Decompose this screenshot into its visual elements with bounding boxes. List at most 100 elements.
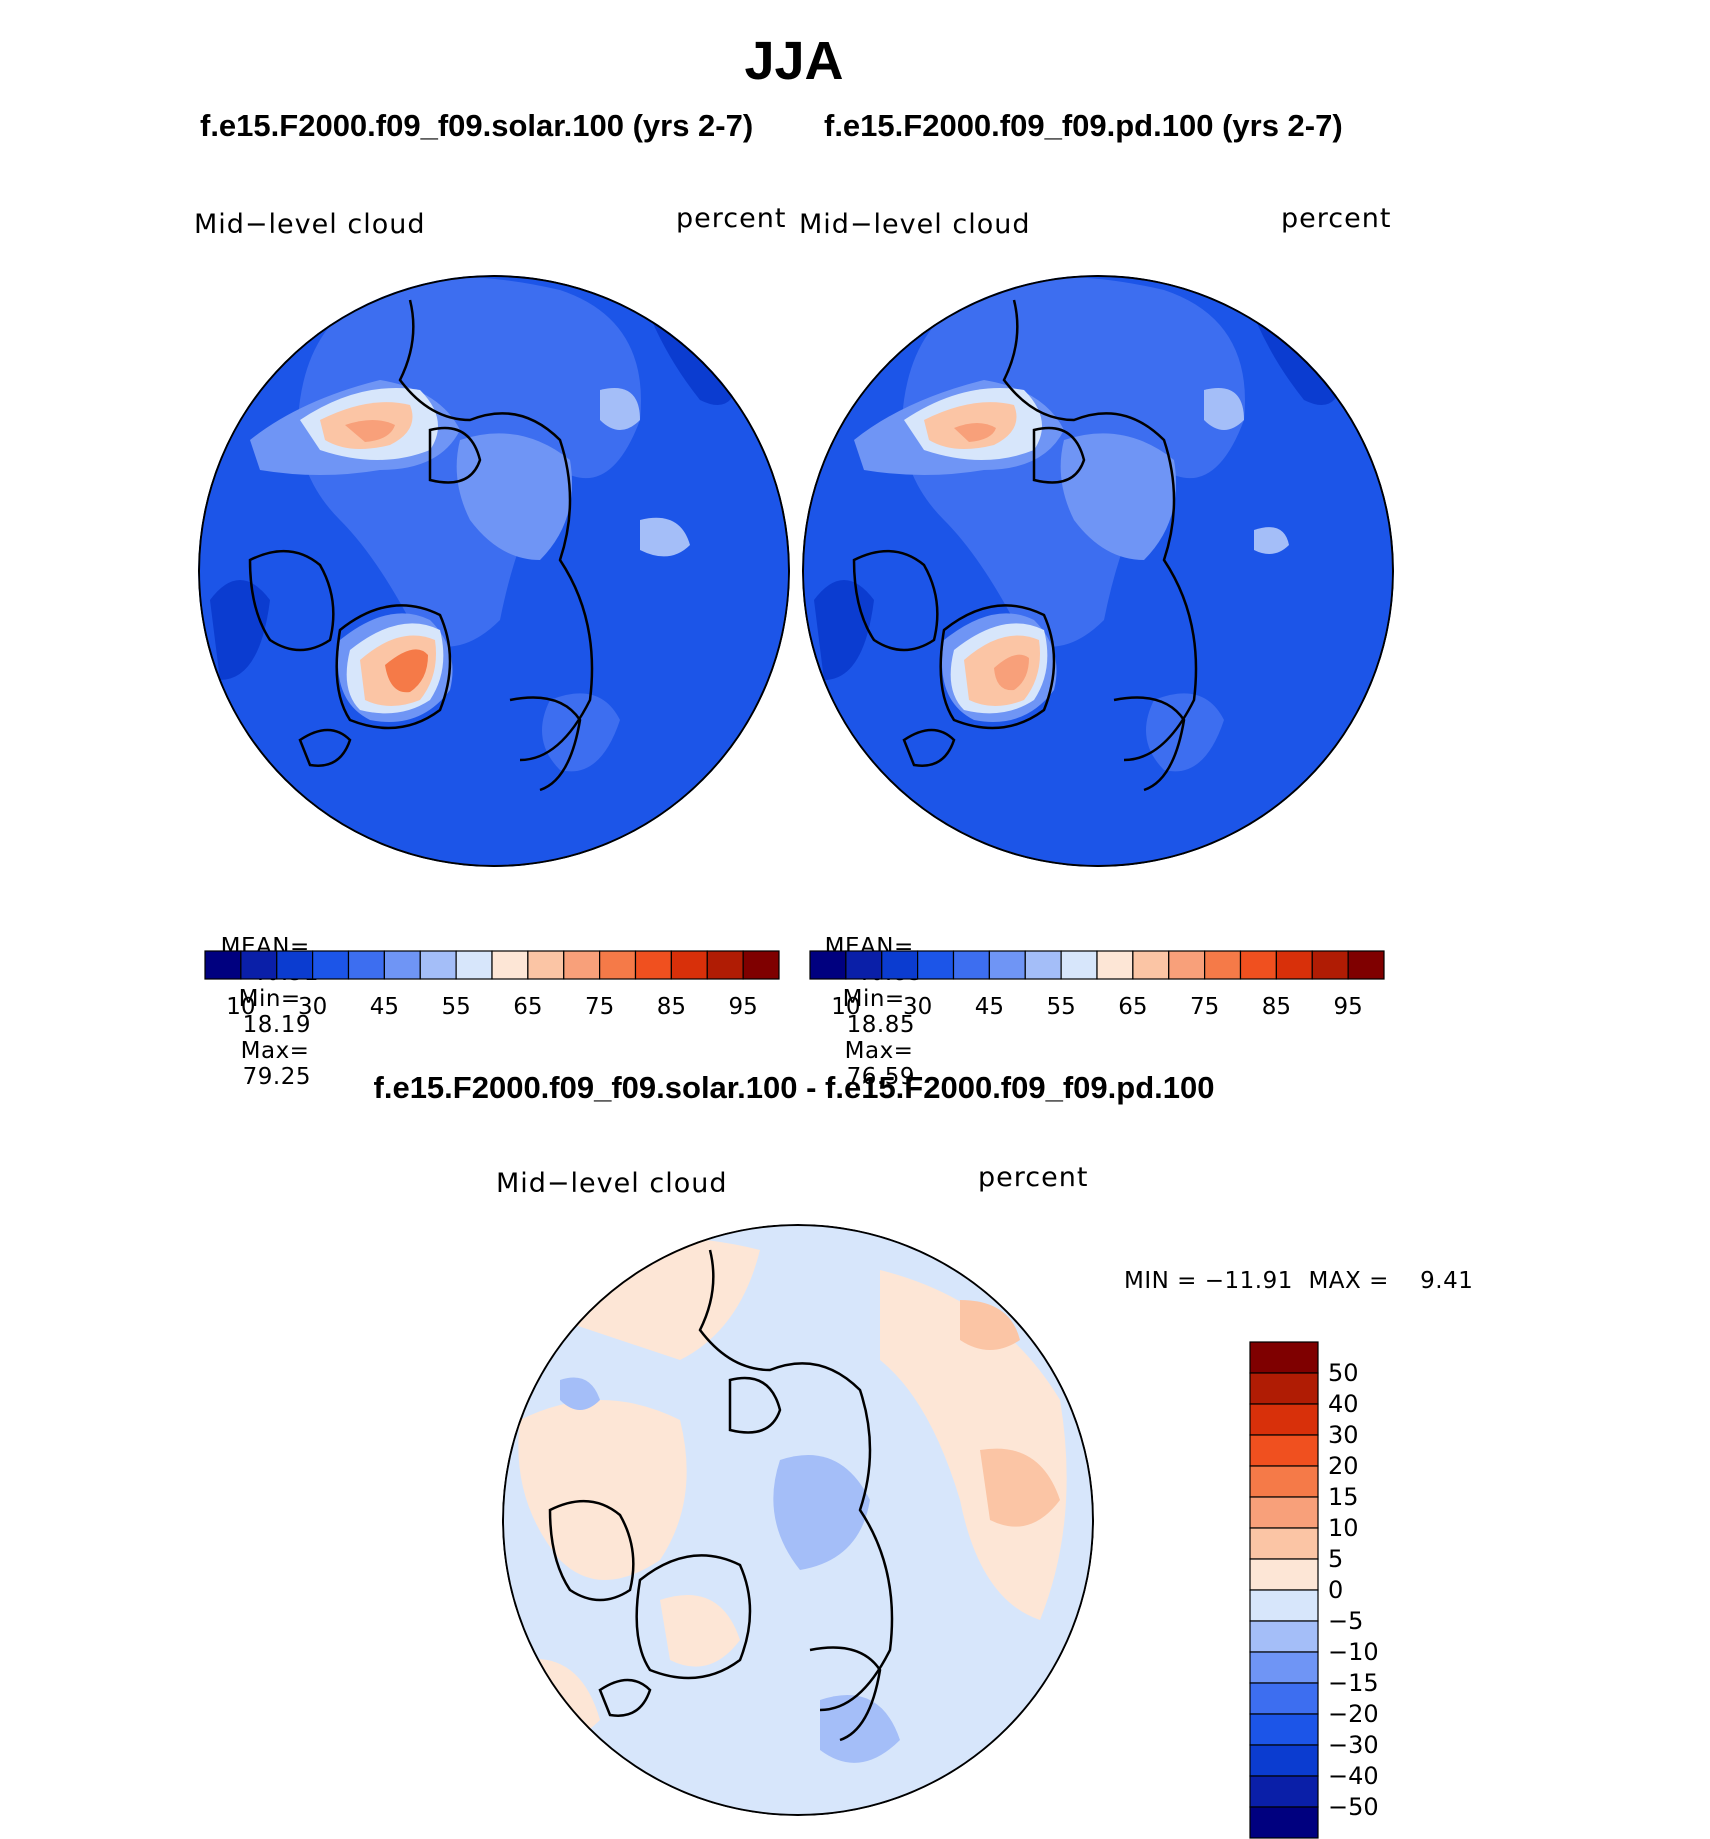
panel1-colorbar-box — [527, 950, 565, 980]
panel2-colorbar-box — [1132, 950, 1170, 980]
difference-colorbar-tick-label: −20 — [1328, 1700, 1379, 1728]
panel1-max-label: Max= — [240, 1038, 310, 1064]
panel1-colorbar-box — [491, 950, 529, 980]
difference-colorbar-box — [1249, 1403, 1319, 1436]
difference-colorbar-tick-label: 20 — [1328, 1452, 1359, 1480]
panel1-colorbar-box — [742, 950, 780, 980]
panel1-min-label: Min= — [238, 986, 301, 1012]
difference-title: f.e15.F2000.f09_f09.solar.100 - f.e15.F2… — [373, 1070, 1215, 1105]
panel2-min-label: Min= — [842, 986, 905, 1012]
panel2-colorbar-box — [1096, 950, 1134, 980]
panel1-map — [198, 275, 790, 867]
panel1-colorbar-box — [599, 950, 637, 980]
difference-colorbar-tick-label: 0 — [1328, 1576, 1343, 1604]
panel1-colorbar-tick-label: 45 — [370, 994, 399, 1020]
panel2-max-label: Max= — [844, 1038, 914, 1064]
panel1-colorbar-tick-label: 55 — [441, 994, 470, 1020]
panel2-colorbar-box — [952, 950, 990, 980]
difference-map — [502, 1224, 1094, 1816]
difference-colorbar-tick-label: 50 — [1328, 1359, 1359, 1387]
difference-colorbar-box — [1249, 1465, 1319, 1498]
panel1-colorbar-box — [240, 950, 278, 980]
panel1-colorbar-tick-label: 95 — [728, 994, 757, 1020]
difference-colorbar-box — [1249, 1341, 1319, 1374]
difference-colorbar-box — [1249, 1372, 1319, 1405]
panel1-colorbar-box — [276, 950, 314, 980]
difference-colorbar-box — [1249, 1589, 1319, 1622]
panel2-colorbar-tick-label: 45 — [975, 994, 1004, 1020]
panel2-colorbar-tick-label: 85 — [1262, 994, 1291, 1020]
difference-colorbar-tick-label: −50 — [1328, 1793, 1379, 1821]
panel2-colorbar-box — [845, 950, 883, 980]
difference-colorbar-tick-label: 5 — [1328, 1545, 1343, 1573]
panel1-colorbar-box — [455, 950, 493, 980]
panel2-colorbar-box — [1311, 950, 1349, 980]
difference-colorbar-box — [1249, 1434, 1319, 1467]
panel2-variable-label: Mid−level cloud — [799, 209, 1031, 240]
panel2-colorbar-box — [881, 950, 919, 980]
difference-colorbar-tick-label: −15 — [1328, 1669, 1379, 1697]
panel2-colorbar-box — [1024, 950, 1062, 980]
difference-colorbar-box — [1249, 1682, 1319, 1715]
panel2-colorbar-tick-label: 55 — [1046, 994, 1075, 1020]
panel2-case-title: f.e15.F2000.f09_f09.pd.100 (yrs 2-7) — [824, 108, 1343, 143]
difference-coastlines — [548, 1249, 894, 1742]
panel1-colorbar-box — [634, 950, 672, 980]
difference-colorbar-box — [1249, 1527, 1319, 1560]
difference-units-label: percent — [978, 1162, 1089, 1193]
panel2-colorbar-tick-label: 75 — [1190, 994, 1219, 1020]
panel1-colorbar-tick-label: 10 — [226, 994, 255, 1020]
panel1-colorbar-box — [204, 950, 242, 980]
panel1-colorbar-box — [383, 950, 421, 980]
panel1-colorbar: 10 30 45 55 65 75 85 95 — [204, 950, 780, 1020]
panel2-colorbar-tick-label: 10 — [831, 994, 860, 1020]
difference-colorbar-tick-label: −10 — [1328, 1638, 1379, 1666]
panel1-min-value: 18.19 — [242, 1012, 311, 1038]
difference-colorbar-box — [1249, 1620, 1319, 1653]
panel1-colorbar-box — [563, 950, 601, 980]
panel2-min-value: 18.85 — [846, 1012, 915, 1038]
panel2-colorbar-box — [1275, 950, 1313, 980]
panel1-units-label: percent — [676, 203, 787, 234]
panel1-colorbar-box — [312, 950, 350, 980]
panel2-colorbar-tick-label: 30 — [903, 994, 932, 1020]
difference-colorbar-box — [1249, 1775, 1319, 1808]
panel2-colorbar-box — [917, 950, 955, 980]
panel2-map — [802, 275, 1394, 867]
panel2-colorbar-box — [1239, 950, 1277, 980]
panel1-colorbar-tick-label: 65 — [513, 994, 542, 1020]
panel2-units-label: percent — [1281, 203, 1392, 234]
main-title: JJA — [744, 31, 844, 91]
panel2-colorbar-box — [1347, 950, 1385, 980]
panel1-coastlines — [248, 299, 594, 792]
panel2-max-value: 76.59 — [846, 1064, 915, 1090]
panel2-colorbar-box — [988, 950, 1026, 980]
difference-colorbar-tick-label: 30 — [1328, 1421, 1359, 1449]
difference-variable-label: Mid−level cloud — [496, 1168, 728, 1199]
panel2-colorbar-tick-label: 95 — [1333, 994, 1362, 1020]
panel2-colorbar-box — [1168, 950, 1206, 980]
panel1-colorbar-box — [419, 950, 457, 980]
panel2-colorbar-box — [1060, 950, 1098, 980]
difference-colorbar-box — [1249, 1713, 1319, 1746]
panel1-colorbar-tick-label: 75 — [585, 994, 614, 1020]
difference-colorbar-box — [1249, 1558, 1319, 1591]
difference-colorbar-tick-label: 10 — [1328, 1514, 1359, 1542]
panel2-colorbar-box — [1204, 950, 1242, 980]
difference-colorbar-tick-label: −5 — [1328, 1607, 1363, 1635]
panel1-colorbar-box — [706, 950, 744, 980]
panel1-variable-label: Mid−level cloud — [194, 209, 426, 240]
difference-colorbar-box — [1249, 1496, 1319, 1529]
panel2-colorbar: 10 30 45 55 65 75 85 95 — [809, 950, 1385, 1020]
difference-colorbar-box — [1249, 1651, 1319, 1684]
difference-colorbar-tick-label: −30 — [1328, 1731, 1379, 1759]
panel1-map-border — [198, 275, 790, 867]
difference-colorbar-tick-label: 40 — [1328, 1390, 1359, 1418]
difference-colorbar-box — [1249, 1806, 1319, 1839]
panel1-colorbar-box — [670, 950, 708, 980]
difference-min-max: MIN = −11.91 MAX = 9.41 — [1124, 1268, 1474, 1294]
panel1-max-value: 79.25 — [242, 1064, 311, 1090]
panel1-case-title: f.e15.F2000.f09_f09.solar.100 (yrs 2-7) — [200, 108, 754, 143]
